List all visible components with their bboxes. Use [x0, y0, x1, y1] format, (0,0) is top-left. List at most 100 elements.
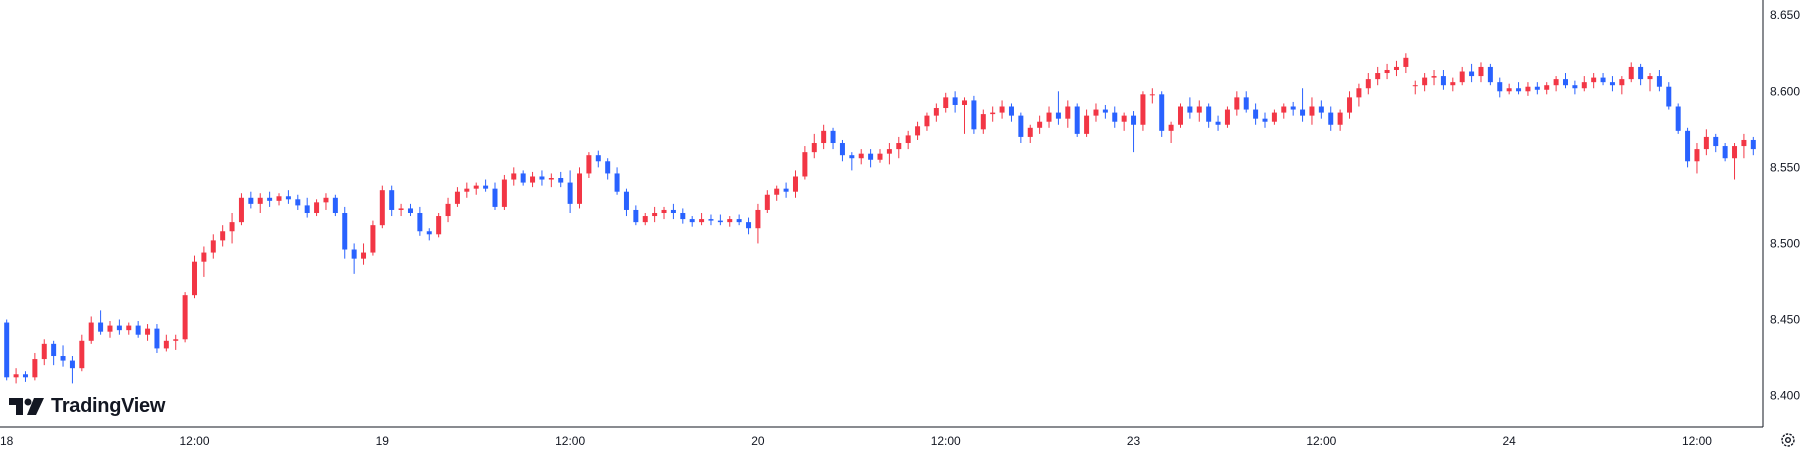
price-tick-label: 8.400 [1770, 389, 1800, 403]
candle-body [633, 209, 639, 223]
candle [1177, 103, 1183, 128]
candle [1600, 73, 1606, 86]
candle [276, 193, 282, 206]
candle-body [1666, 86, 1672, 107]
candle-body [1525, 86, 1531, 92]
candle-body [407, 208, 413, 213]
candle-body [116, 325, 122, 331]
candle [905, 130, 911, 150]
time-tick-label: 19 [376, 434, 390, 448]
candle [1384, 63, 1390, 80]
candle-body [1027, 127, 1033, 137]
candle [971, 95, 977, 134]
candle-body [990, 112, 996, 115]
candle [915, 121, 921, 140]
candle [173, 334, 179, 350]
candle [661, 206, 667, 220]
candle-body [952, 97, 958, 105]
candle [483, 179, 489, 192]
candle [764, 190, 770, 213]
candle-body [473, 185, 479, 189]
candle [680, 208, 686, 224]
candle [896, 136, 902, 159]
candle-body [877, 153, 883, 160]
candle-body [1196, 106, 1202, 113]
time-axis[interactable]: 1812:001912:002012:002312:002412:002512:… [0, 434, 1809, 448]
candle [1253, 103, 1259, 125]
candle [1328, 106, 1334, 131]
time-tick-label: 12:00 [1306, 434, 1336, 448]
candle-body [1168, 124, 1174, 131]
candle [1337, 109, 1343, 131]
candle [1102, 104, 1108, 119]
candle-body [389, 190, 395, 210]
tradingview-logo[interactable]: TradingView [9, 395, 165, 418]
candle [1309, 97, 1315, 125]
candle-body [51, 343, 57, 357]
candle [126, 322, 132, 335]
candle [1750, 136, 1756, 156]
candle-body [1516, 88, 1522, 92]
candle [220, 225, 226, 247]
candle-body [370, 225, 376, 253]
candle [1318, 100, 1324, 119]
chart-settings-button[interactable] [1778, 430, 1798, 450]
candle-body [267, 197, 273, 201]
candle-body [1685, 130, 1691, 162]
candle-body [1562, 79, 1568, 86]
candle [999, 100, 1005, 119]
candle [370, 220, 376, 256]
candle [830, 127, 836, 150]
candle [567, 170, 573, 213]
candle [1572, 80, 1578, 95]
candle-body [1393, 66, 1399, 70]
candle [868, 149, 874, 168]
candle [41, 339, 47, 366]
candle [1187, 97, 1193, 119]
candle [1638, 63, 1644, 86]
candle [1271, 109, 1277, 125]
candle-body [1703, 136, 1709, 150]
candle-body [1506, 88, 1512, 92]
candle-body [1206, 106, 1212, 122]
candle [13, 368, 19, 384]
candle-body [1046, 112, 1052, 122]
candle-body [896, 143, 902, 150]
candle-body [1497, 82, 1503, 92]
candle-body [379, 190, 385, 226]
candle [454, 187, 460, 207]
candle-body [154, 328, 160, 349]
candle-body [567, 182, 573, 204]
candle-body [802, 152, 808, 177]
candle-body [727, 219, 733, 223]
candle [1046, 106, 1052, 128]
candle-body [520, 173, 526, 183]
candle-body [163, 340, 169, 349]
candle-body [774, 188, 780, 195]
candle-body [248, 197, 254, 204]
candle [1393, 60, 1399, 77]
candle [257, 193, 263, 213]
candle [1018, 112, 1024, 144]
candle-body [530, 176, 536, 183]
candle-body [1131, 115, 1137, 125]
candle-body [1469, 71, 1475, 77]
candle [473, 182, 479, 195]
candle-body [1478, 66, 1484, 77]
candle [1055, 91, 1061, 125]
candle-body [933, 108, 939, 116]
candle [623, 188, 629, 217]
candle [1262, 112, 1268, 128]
candle [774, 185, 780, 201]
candle-body [1365, 79, 1371, 89]
candle-body [1149, 94, 1155, 96]
candle-body [201, 252, 207, 262]
candle-body [361, 252, 367, 259]
candle-body [849, 155, 855, 159]
candle [1459, 66, 1465, 86]
price-axis[interactable]: 8.400 8.450 8.500 8.550 8.600 8.650 [1770, 8, 1800, 402]
logo-text: TradingView [51, 395, 166, 417]
candle [1506, 83, 1512, 95]
candle [783, 182, 789, 198]
